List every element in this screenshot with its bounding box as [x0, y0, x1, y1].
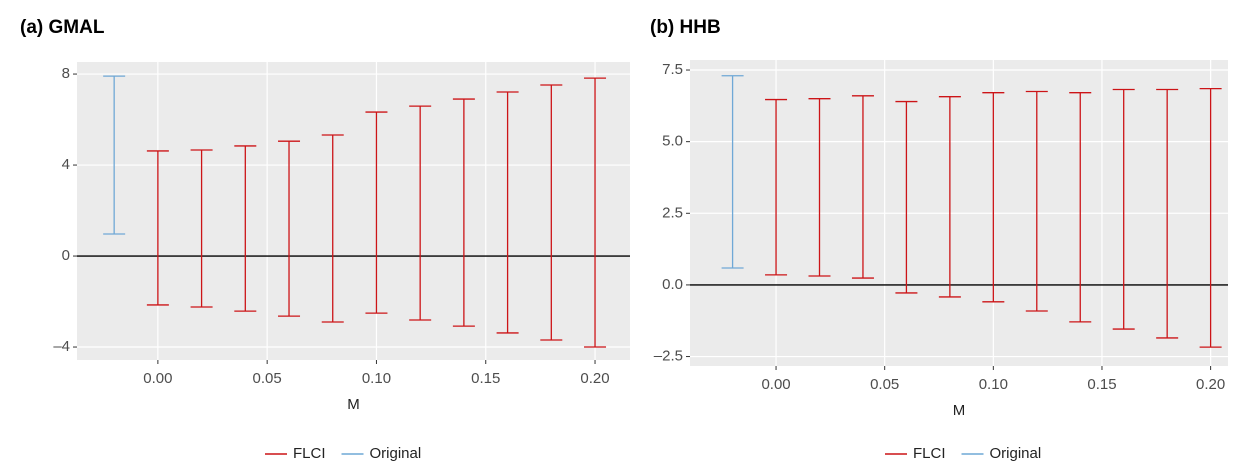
y-tick-label: 0.0	[662, 276, 683, 293]
legend-label: FLCI	[913, 445, 946, 462]
x-tick-label: 0.20	[1196, 376, 1225, 393]
legend-label: Original	[990, 445, 1042, 462]
x-axis-label: M	[347, 396, 360, 413]
y-tick-label: 7.5	[662, 61, 683, 78]
x-tick-label: 0.05	[253, 370, 282, 387]
x-tick-label: 0.00	[761, 376, 790, 393]
legend-label: FLCI	[293, 445, 326, 462]
x-tick-label: 0.20	[580, 370, 609, 387]
x-tick-label: 0.15	[1087, 376, 1116, 393]
y-tick-label: 5.0	[662, 133, 683, 150]
y-tick-label: 8	[62, 65, 70, 82]
y-tick-label: 2.5	[662, 204, 683, 221]
plot-background	[77, 62, 630, 360]
x-tick-label: 0.15	[471, 370, 500, 387]
x-tick-label: 0.10	[979, 376, 1008, 393]
x-tick-label: 0.00	[143, 370, 172, 387]
panel-title: (b) HHB	[650, 17, 721, 38]
y-tick-label: –2.5	[654, 348, 683, 365]
y-tick-label: 0	[62, 247, 70, 264]
x-tick-label: 0.10	[362, 370, 391, 387]
x-tick-label: 0.05	[870, 376, 899, 393]
y-tick-label: –4	[53, 338, 70, 355]
x-axis-label: M	[953, 402, 966, 419]
y-tick-label: 4	[62, 156, 70, 173]
panel-title: (a) GMAL	[20, 17, 105, 38]
legend-label: Original	[370, 445, 422, 462]
